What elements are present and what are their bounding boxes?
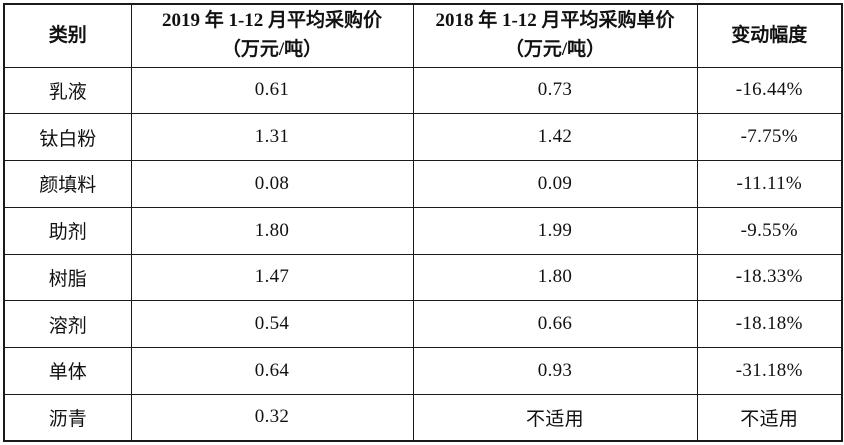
header-row: 类别 2019 年 1-12 月平均采购价 （万元/吨） 2018 年 1-12…	[3, 3, 843, 68]
header-change: 变动幅度	[696, 3, 843, 68]
purchase-price-table: 类别 2019 年 1-12 月平均采购价 （万元/吨） 2018 年 1-12…	[3, 3, 843, 442]
cell-change: -31.18%	[696, 347, 843, 395]
cell-change: -9.55%	[696, 206, 843, 255]
cell-price-2019: 0.64	[130, 347, 414, 395]
header-category: 类别	[3, 3, 132, 68]
cell-change: -16.44%	[696, 66, 843, 115]
cell-change: 不适用	[696, 393, 843, 442]
table-row: 溶剂 0.54 0.66 -18.18%	[3, 300, 843, 348]
cell-category: 钛白粉	[3, 113, 132, 161]
cell-price-2018: 0.93	[412, 347, 698, 395]
cell-price-2019: 1.80	[130, 206, 414, 255]
table-row: 沥青 0.32 不适用 不适用	[3, 393, 843, 442]
cell-price-2018: 0.66	[412, 300, 698, 348]
cell-category: 树脂	[3, 253, 132, 302]
table-row: 助剂 1.80 1.99 -9.55%	[3, 206, 843, 255]
cell-price-2018: 0.09	[412, 160, 698, 208]
cell-price-2018: 0.73	[412, 66, 698, 115]
cell-category: 助剂	[3, 206, 132, 255]
cell-category: 溶剂	[3, 300, 132, 348]
table-row: 钛白粉 1.31 1.42 -7.75%	[3, 113, 843, 161]
cell-category: 颜填料	[3, 160, 132, 208]
cell-category: 单体	[3, 347, 132, 395]
cell-price-2019: 0.61	[130, 66, 414, 115]
cell-price-2019: 0.54	[130, 300, 414, 348]
cell-change: -7.75%	[696, 113, 843, 161]
cell-price-2019: 1.31	[130, 113, 414, 161]
cell-price-2019: 1.47	[130, 253, 414, 302]
cell-price-2018: 1.42	[412, 113, 698, 161]
cell-category: 沥青	[3, 393, 132, 442]
header-price-2018: 2018 年 1-12 月平均采购单价 （万元/吨）	[412, 3, 698, 68]
table-row: 单体 0.64 0.93 -31.18%	[3, 347, 843, 395]
cell-change: -18.18%	[696, 300, 843, 348]
cell-category: 乳液	[3, 66, 132, 115]
cell-price-2018: 不适用	[412, 393, 698, 442]
table-row: 树脂 1.47 1.80 -18.33%	[3, 253, 843, 302]
cell-price-2018: 1.80	[412, 253, 698, 302]
table-row: 乳液 0.61 0.73 -16.44%	[3, 66, 843, 115]
cell-change: -18.33%	[696, 253, 843, 302]
table-row: 颜填料 0.08 0.09 -11.11%	[3, 160, 843, 208]
cell-change: -11.11%	[696, 160, 843, 208]
cell-price-2019: 0.08	[130, 160, 414, 208]
cell-price-2018: 1.99	[412, 206, 698, 255]
cell-price-2019: 0.32	[130, 393, 414, 442]
header-price-2019: 2019 年 1-12 月平均采购价 （万元/吨）	[130, 3, 414, 68]
